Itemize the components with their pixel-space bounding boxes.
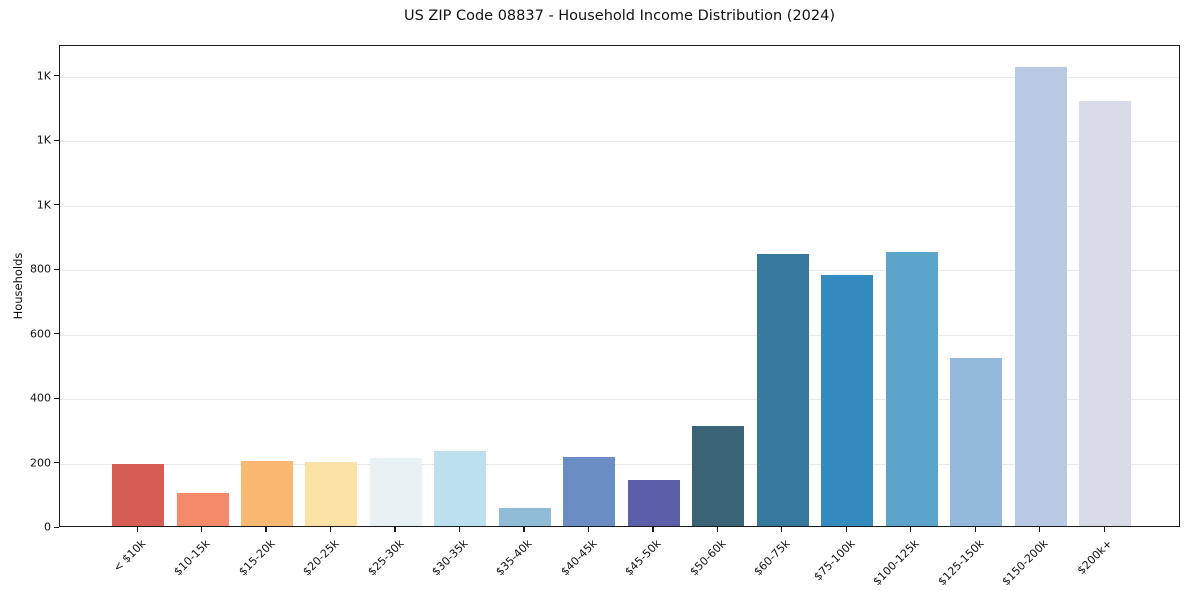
- x-tick-mark: [716, 527, 718, 532]
- y-tick-label: 1K: [36, 69, 51, 83]
- x-tick-mark: [523, 527, 525, 532]
- y-tick-mark: [54, 75, 59, 77]
- y-axis-label: Households: [11, 252, 25, 320]
- y-tick-label: 1K: [36, 198, 51, 212]
- gridline-y-600: [60, 334, 1179, 336]
- bar-20-25k: [305, 461, 358, 526]
- x-tick-mark: [781, 527, 783, 532]
- x-tick-mark: [845, 527, 847, 532]
- plot-area: [59, 45, 1180, 527]
- x-tick-mark: [587, 527, 590, 532]
- bar-25-30k: [369, 458, 422, 526]
- x-tick-label: $45-50k: [622, 537, 665, 579]
- y-tick-mark: [54, 268, 59, 270]
- x-tick-label: $30-35k: [429, 537, 471, 579]
- y-tick-label: 1K: [36, 133, 51, 147]
- x-tick-label: $100-125k: [870, 537, 922, 589]
- x-tick-label: $20-25k: [300, 537, 342, 579]
- x-tick-mark: [265, 527, 267, 532]
- x-tick-label: $150-200k: [999, 537, 1051, 589]
- x-tick-label: $35-40k: [493, 537, 536, 579]
- chart-title: US ZIP Code 08837 - Household Income Dis…: [403, 8, 836, 24]
- bar-75-100k: [821, 274, 874, 526]
- y-tick-mark: [54, 526, 59, 528]
- y-tick-mark: [54, 462, 59, 464]
- x-tick-label: $10-15k: [171, 537, 213, 579]
- x-tick-mark: [201, 527, 203, 532]
- bar-60-75k: [756, 253, 809, 526]
- y-tick-label: 0: [44, 520, 51, 534]
- bar-50-60k: [692, 426, 745, 526]
- gridline-y-800: [60, 270, 1179, 272]
- y-tick-mark: [54, 397, 59, 399]
- y-tick-mark: [54, 139, 59, 141]
- y-tick-label: 400: [30, 391, 51, 405]
- gridline-y-1400: [60, 76, 1179, 78]
- x-tick-mark: [329, 527, 332, 532]
- x-tick-mark: [974, 527, 976, 532]
- x-tick-label: $60-75k: [751, 537, 793, 579]
- bar-100-125k: [885, 252, 938, 526]
- bar-35-40k: [498, 508, 551, 526]
- bar-10-15k: [176, 493, 229, 526]
- x-tick-mark: [458, 527, 461, 532]
- x-tick-mark: [1039, 527, 1041, 532]
- bar-150-200k: [1014, 66, 1067, 526]
- x-tick-label: < $10k: [110, 537, 149, 575]
- x-tick-mark: [652, 527, 654, 532]
- x-tick-mark: [136, 527, 138, 532]
- y-tick-mark: [54, 333, 59, 335]
- bar-10k: [112, 464, 164, 526]
- x-tick-label: $200k+: [1075, 537, 1116, 578]
- x-tick-label: $40-45k: [558, 537, 600, 579]
- bar-45-50k: [627, 480, 680, 526]
- x-tick-mark: [1103, 527, 1105, 532]
- bar-125-150k: [950, 358, 1003, 526]
- x-tick-label: $15-20k: [235, 537, 278, 579]
- y-tick-label: 200: [30, 456, 51, 469]
- bar-200k: [1079, 101, 1131, 526]
- x-tick-label: $75-100k: [811, 537, 858, 584]
- bar-15-20k: [240, 460, 293, 526]
- bar-40-45k: [563, 457, 616, 526]
- x-tick-label: $25-30k: [364, 537, 407, 579]
- gridline-y-400: [60, 399, 1179, 400]
- x-tick-label: $125-150k: [935, 537, 987, 589]
- x-tick-mark: [910, 527, 912, 532]
- gridline-y-1000: [60, 205, 1179, 207]
- y-tick-label: 800: [30, 262, 51, 276]
- y-tick-mark: [54, 204, 59, 206]
- gridline-y-200: [60, 463, 1179, 465]
- gridline-y-1200: [60, 141, 1179, 143]
- y-tick-label: 600: [30, 327, 51, 341]
- x-tick-mark: [394, 527, 396, 532]
- x-tick-label: $50-60k: [687, 537, 729, 579]
- bar-30-35k: [434, 451, 487, 526]
